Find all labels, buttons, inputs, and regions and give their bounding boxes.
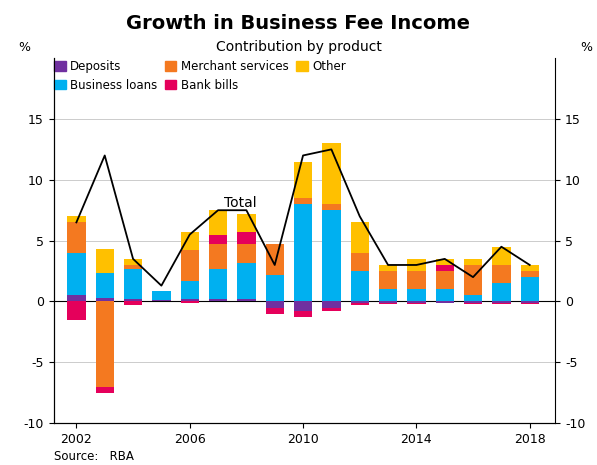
Bar <box>96 298 114 301</box>
Bar <box>180 281 199 299</box>
Bar <box>322 143 341 204</box>
Bar <box>96 273 114 298</box>
Bar <box>124 269 142 299</box>
Bar <box>322 301 341 307</box>
Bar <box>379 301 397 303</box>
Bar <box>266 244 284 275</box>
Bar <box>96 249 114 273</box>
Bar <box>237 232 256 244</box>
Bar <box>237 263 256 299</box>
Bar <box>435 271 454 289</box>
Bar <box>322 204 341 210</box>
Bar <box>521 301 539 303</box>
Bar <box>435 289 454 301</box>
Bar <box>407 289 426 301</box>
Bar <box>464 301 482 303</box>
Bar <box>407 259 426 271</box>
Bar <box>124 259 142 265</box>
Legend: Deposits, Business loans, Merchant services, Bank bills, Other: Deposits, Business loans, Merchant servi… <box>54 60 346 92</box>
Bar <box>96 301 114 387</box>
Bar <box>180 232 199 250</box>
Bar <box>350 301 369 303</box>
Bar <box>521 303 539 304</box>
Bar <box>407 271 426 289</box>
Bar <box>294 311 312 317</box>
Bar <box>492 283 510 301</box>
Bar <box>322 307 341 311</box>
Bar <box>464 259 482 265</box>
Bar <box>180 301 199 303</box>
Text: %: % <box>19 41 30 54</box>
Bar <box>294 301 312 311</box>
Bar <box>237 214 256 232</box>
Bar <box>435 265 454 271</box>
Text: Source:   RBA: Source: RBA <box>54 450 134 463</box>
Bar <box>209 244 227 269</box>
Bar <box>209 210 227 234</box>
Bar <box>464 295 482 301</box>
Bar <box>350 222 369 253</box>
Bar <box>464 265 482 295</box>
Bar <box>435 301 454 303</box>
Text: %: % <box>580 41 592 54</box>
Bar <box>237 244 256 263</box>
Bar <box>521 277 539 301</box>
Bar <box>67 222 85 253</box>
Bar <box>152 291 171 300</box>
Text: Contribution by product: Contribution by product <box>216 40 381 53</box>
Bar <box>350 303 369 305</box>
Bar <box>407 303 426 304</box>
Bar <box>379 271 397 289</box>
Bar <box>521 271 539 277</box>
Bar <box>67 253 85 295</box>
Bar <box>180 299 199 301</box>
Bar <box>237 299 256 301</box>
Bar <box>492 265 510 283</box>
Bar <box>350 271 369 301</box>
Bar <box>492 301 510 303</box>
Bar <box>266 307 284 314</box>
Bar <box>435 259 454 265</box>
Bar <box>379 303 397 304</box>
Bar <box>521 265 539 271</box>
Bar <box>266 275 284 301</box>
Bar <box>124 265 142 269</box>
Bar <box>379 289 397 301</box>
Bar <box>350 253 369 271</box>
Bar <box>124 301 142 305</box>
Bar <box>152 300 171 301</box>
Bar <box>294 161 312 198</box>
Bar <box>294 204 312 301</box>
Bar <box>294 198 312 204</box>
Bar <box>379 265 397 271</box>
Bar <box>407 301 426 303</box>
Bar <box>492 247 510 265</box>
Bar <box>492 303 510 304</box>
Text: Total: Total <box>224 196 256 210</box>
Bar <box>209 269 227 299</box>
Text: Growth in Business Fee Income: Growth in Business Fee Income <box>127 14 470 33</box>
Bar <box>180 250 199 281</box>
Bar <box>124 299 142 301</box>
Bar <box>464 303 482 304</box>
Bar <box>322 210 341 301</box>
Bar <box>209 234 227 244</box>
Bar <box>266 301 284 307</box>
Bar <box>67 295 85 301</box>
Bar <box>67 301 85 320</box>
Bar <box>209 299 227 301</box>
Bar <box>96 387 114 393</box>
Bar <box>67 216 85 222</box>
